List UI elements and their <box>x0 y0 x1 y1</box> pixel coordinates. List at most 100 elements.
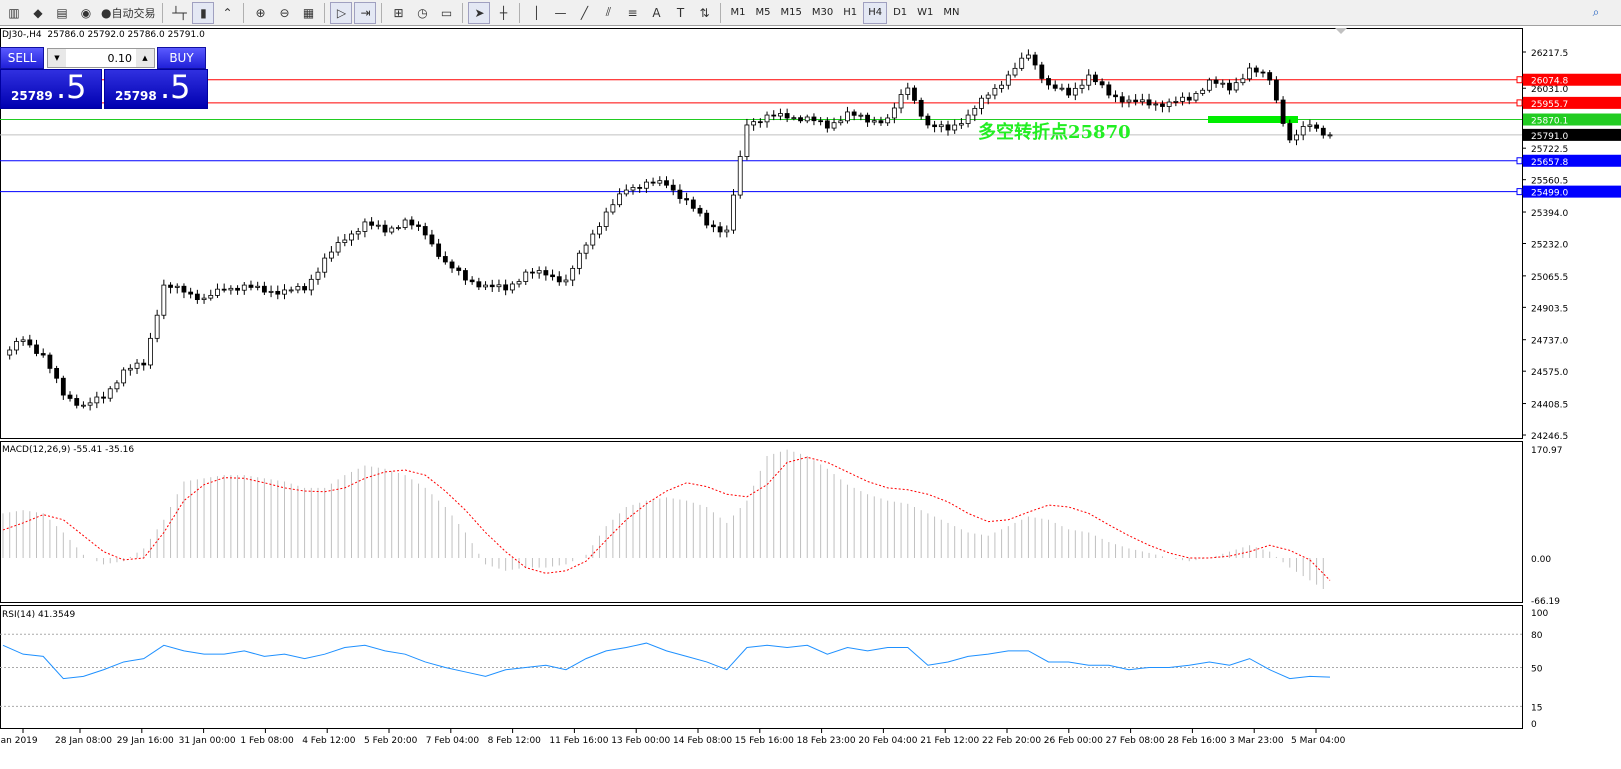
candle <box>1213 79 1219 84</box>
buy-button[interactable]: BUY <box>157 47 206 69</box>
ohlc-values: 25786.0 25792.0 25786.0 25791.0 <box>47 30 205 40</box>
candle <box>778 113 783 117</box>
auto-scroll-icon[interactable]: ▷ <box>330 1 353 24</box>
candle <box>590 233 596 246</box>
candle <box>449 261 455 269</box>
equidistant-channel-icon[interactable]: ⫽ <box>605 5 612 19</box>
timeframe-h1[interactable]: H1 <box>843 7 858 18</box>
timeframe-m30[interactable]: M30 <box>811 7 834 18</box>
candle <box>261 285 267 293</box>
vertical-line-icon[interactable]: │ <box>532 5 541 20</box>
time-tick-label: 31 Jan 00:00 <box>179 736 236 746</box>
timeframe-mn[interactable]: MN <box>943 7 960 18</box>
timeframe-m1[interactable]: M1 <box>730 7 746 18</box>
fibonacci-icon[interactable]: ≡ <box>627 5 638 20</box>
candle <box>47 354 53 369</box>
indicators-icon[interactable]: ⊞ <box>393 5 404 20</box>
search-icon[interactable]: ⌕ <box>1592 5 1600 19</box>
candle <box>570 267 576 281</box>
candle <box>932 124 937 128</box>
auto-trading-icon[interactable]: ● 自动交易 <box>101 5 156 20</box>
price-tick-label: 26031.0 <box>1531 85 1568 95</box>
lot-size-stepper[interactable]: ▼ 0.10 ▲ <box>47 48 155 68</box>
candle <box>1126 99 1132 103</box>
candle <box>543 270 549 276</box>
level-handle <box>1516 76 1523 84</box>
candle <box>154 314 160 339</box>
candle <box>684 198 690 201</box>
candle <box>1193 93 1199 101</box>
candle <box>302 286 307 291</box>
time-tick-label: Jan 2019 <box>0 736 38 746</box>
line-chart-icon[interactable]: ⌃ <box>222 5 233 20</box>
level-price-label: 25657.8 <box>1531 158 1568 168</box>
market-watch-icon[interactable]: ◆ <box>33 5 43 20</box>
candle <box>898 94 904 109</box>
candle <box>101 396 106 399</box>
candle <box>235 287 240 291</box>
candle <box>268 290 274 293</box>
bar-chart-icon[interactable]: ┴┬ <box>172 5 187 20</box>
timeframe-d1[interactable]: D1 <box>893 7 908 18</box>
price-tick-label: 24408.5 <box>1531 401 1568 411</box>
sell-price-button[interactable]: 25789.5 <box>0 68 102 109</box>
time-tick-label: 29 Jan 16:00 <box>117 736 174 746</box>
trendline-icon[interactable]: ╱ <box>580 5 589 20</box>
candle <box>375 224 381 227</box>
candle <box>838 120 844 124</box>
candlestick-icon[interactable]: ▮ <box>192 1 215 24</box>
level-price-label: 25499.0 <box>1531 189 1568 199</box>
rsi-tick-label: 0 <box>1531 720 1537 730</box>
timeframe-w1[interactable]: W1 <box>917 7 934 18</box>
candle <box>67 394 73 399</box>
lot-increase-button[interactable]: ▲ <box>136 49 154 67</box>
text-label-icon[interactable]: T <box>676 5 685 20</box>
tile-windows-icon[interactable]: ▦ <box>302 5 315 20</box>
pivot-annotation: 多空转折点25870 <box>978 122 1131 143</box>
candle <box>1314 124 1319 129</box>
candle <box>1280 99 1286 124</box>
timeframe-h4[interactable]: H4 <box>863 1 888 24</box>
candle <box>597 226 602 235</box>
horizontal-line-icon[interactable]: — <box>554 5 567 20</box>
macd-tick-label: 0.00 <box>1531 555 1551 565</box>
buy-price-button[interactable]: 25798.5 <box>104 68 208 109</box>
candle <box>322 257 328 273</box>
candle <box>530 271 535 274</box>
new-order-icon[interactable]: ▥ <box>8 5 20 20</box>
templates-icon[interactable]: ▭ <box>440 5 453 20</box>
candle <box>1320 127 1326 136</box>
lot-size-input[interactable]: 0.10 <box>107 51 133 65</box>
crosshair-icon[interactable]: ┼ <box>499 5 508 20</box>
zoom-out-icon[interactable]: ⊖ <box>279 5 290 20</box>
text-icon[interactable]: A <box>652 5 661 20</box>
candle <box>1032 54 1038 66</box>
candle <box>603 211 609 227</box>
candle <box>1086 74 1092 86</box>
zoom-in-icon[interactable]: ⊕ <box>255 5 266 20</box>
time-tick-label: 8 Feb 12:00 <box>488 736 542 746</box>
sell-price-main: 25789 <box>11 89 53 103</box>
timeframe-m15[interactable]: M15 <box>780 7 802 18</box>
signals-icon[interactable]: ◉ <box>80 5 92 20</box>
cursor-icon[interactable]: ➤ <box>468 1 491 24</box>
candle <box>241 284 247 291</box>
toolbar-separator <box>162 2 164 23</box>
lot-decrease-button[interactable]: ▼ <box>48 49 66 67</box>
candle <box>985 94 991 99</box>
candle <box>1206 79 1212 91</box>
data-window-icon[interactable]: ▤ <box>56 5 68 20</box>
timeframe-m5[interactable]: M5 <box>755 7 771 18</box>
candle <box>1273 79 1279 101</box>
macd-tick-label: 170.97 <box>1531 446 1563 456</box>
level-handle <box>1516 157 1523 165</box>
candle <box>704 212 710 226</box>
periods-icon[interactable]: ◷ <box>417 5 428 20</box>
candle <box>744 124 750 157</box>
main-panel <box>0 28 1523 439</box>
chart-window[interactable]: 26217.5 26031.0 25722.5 25560.5 25394.0 25232… <box>0 27 1621 769</box>
candle <box>369 221 375 226</box>
chart-shift-icon[interactable]: ⇥ <box>354 1 377 24</box>
sell-button[interactable]: SELL <box>0 47 44 69</box>
arrows-icon[interactable]: ⇅ <box>699 5 710 20</box>
